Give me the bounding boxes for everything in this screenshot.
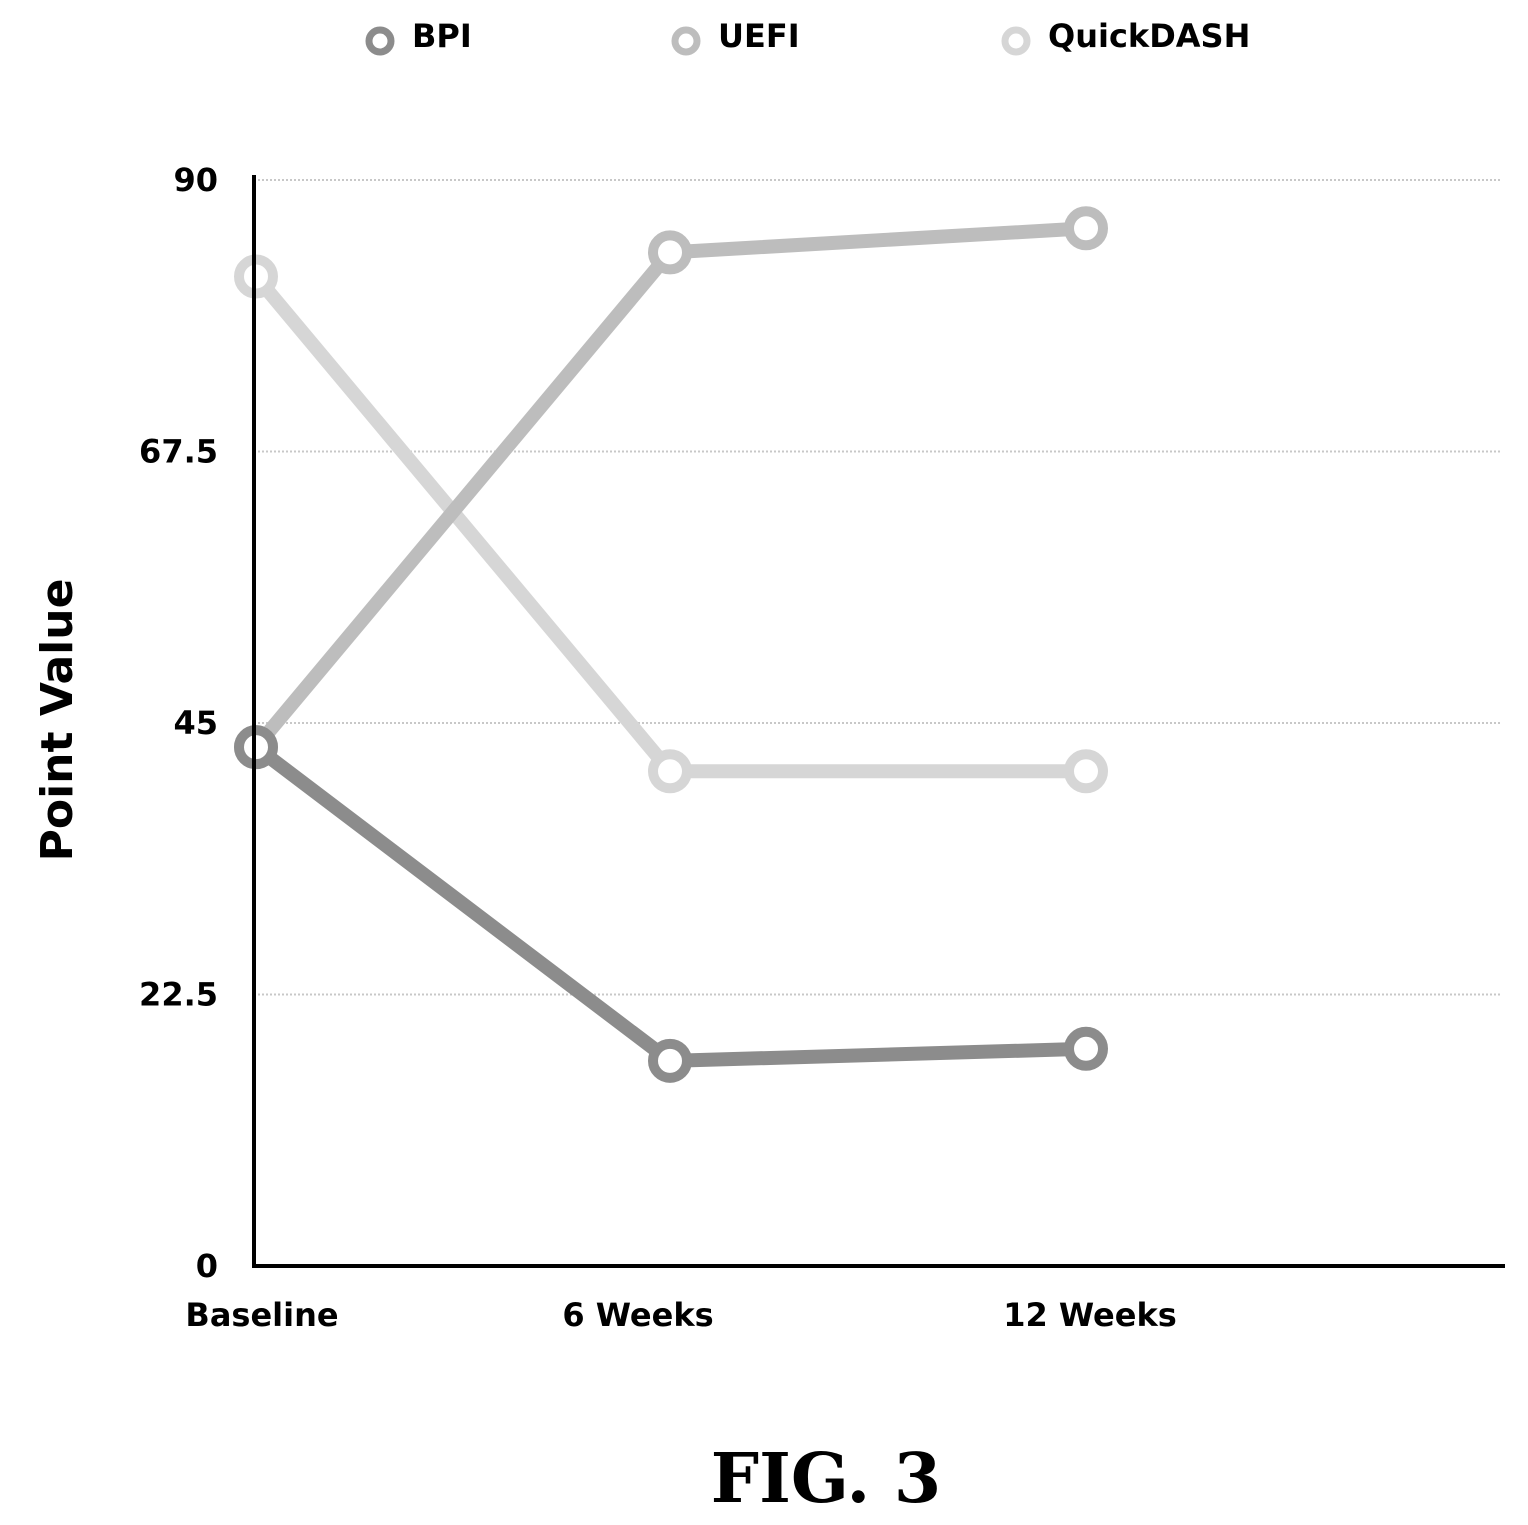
y-axis-label: Point Value (32, 579, 83, 862)
data-point (1064, 206, 1108, 251)
series-uefi (234, 206, 1108, 770)
x-tick-label: 12 Weeks (1003, 1296, 1177, 1334)
x-tick-label: 6 Weeks (562, 1296, 713, 1334)
y-tick-label: 67.5 (139, 433, 218, 471)
series-lines (234, 206, 1108, 1083)
y-tick-label: 0 (196, 1247, 218, 1285)
data-point (648, 749, 692, 794)
series-bpi (234, 725, 1108, 1083)
x-tick-labels: Baseline 6 Weeks 12 Weeks (185, 1296, 1176, 1334)
x-tick-label: Baseline (185, 1296, 338, 1334)
legend-marker (1001, 26, 1031, 56)
series-line (250, 272, 1086, 779)
data-point (648, 230, 692, 275)
figure-caption: FIG. 3 (711, 1439, 941, 1519)
axes (252, 175, 1505, 1268)
grid-lines (254, 179, 1500, 996)
data-point (1064, 749, 1108, 794)
series-line (250, 221, 1087, 752)
series-line (251, 741, 1087, 1068)
legend-label: QuickDASH (1048, 17, 1250, 55)
series-quickdash (234, 254, 1108, 794)
y-tick-label: 90 (173, 161, 218, 199)
legend-marker (365, 26, 395, 56)
y-tick-label: 45 (173, 704, 218, 742)
legend-marker (671, 26, 701, 56)
y-tick-label: 22.5 (139, 976, 218, 1014)
y-tick-labels: 0 22.5 45 67.5 90 (139, 161, 218, 1285)
legend: BPI UEFI QuickDASH (365, 17, 1250, 56)
data-point (648, 1038, 692, 1083)
legend-label: UEFI (718, 17, 800, 55)
legend-label: BPI (412, 17, 472, 55)
data-point (1064, 1026, 1108, 1071)
